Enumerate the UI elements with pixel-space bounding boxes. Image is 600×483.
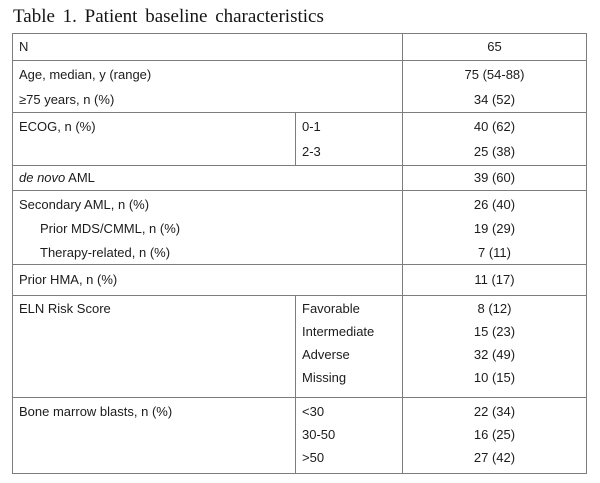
value: 26 (40) — [473, 197, 516, 212]
value-cell: 75 (54-88) 34 (52) — [403, 61, 586, 112]
value-cell: 8 (12) 15 (23) 32 (49) 10 (15) — [403, 296, 586, 397]
table-row: Bone marrow blasts, n (%) <30 30-50 >50 … — [13, 398, 586, 473]
value: 34 (52) — [473, 92, 516, 107]
value-cell: 22 (34) 16 (25) 27 (42) — [403, 398, 586, 473]
row-label-cell: Bone marrow blasts, n (%) — [13, 398, 296, 473]
row-label: Bone marrow blasts, n (%) — [19, 404, 173, 419]
row-label: Prior HMA, n (%) — [19, 272, 118, 287]
characteristics-table: N 65 Age, median, y (range) ≥75 years, n… — [12, 33, 587, 474]
table-row: Age, median, y (range) ≥75 years, n (%) … — [13, 61, 586, 113]
value: 39 (60) — [473, 170, 516, 185]
value-cell: 40 (62) 25 (38) — [403, 113, 586, 165]
row-label: ELN Risk Score — [19, 301, 111, 316]
value: 16 (25) — [473, 427, 516, 442]
category: Intermediate — [302, 324, 375, 339]
row-label-cell: Age, median, y (range) ≥75 years, n (%) — [13, 61, 403, 112]
page-title: Table 1. Patient baseline characteristic… — [13, 6, 324, 27]
table-row: N 65 — [13, 34, 586, 61]
category-cell: 0-1 2-3 — [296, 113, 403, 165]
row-label-normal-part: AML — [65, 170, 95, 185]
category: >50 — [302, 450, 325, 465]
table-row: ECOG, n (%) 0-1 2-3 40 (62) 25 (38) — [13, 113, 586, 166]
row-label-cell: de novo AML — [13, 166, 403, 190]
row-label-cell: ECOG, n (%) — [13, 113, 296, 165]
value: 15 (23) — [473, 324, 516, 339]
value: 7 (11) — [478, 245, 511, 260]
value-cell: 65 — [403, 34, 586, 60]
row-label-italic-part: de novo — [19, 170, 66, 185]
table-row: ELN Risk Score Favorable Intermediate Ad… — [13, 296, 586, 398]
value: 27 (42) — [473, 450, 516, 465]
row-sublabel: Prior MDS/CMML, n (%) — [40, 221, 181, 236]
value: 75 (54-88) — [464, 67, 525, 82]
value: 65 — [487, 39, 502, 54]
row-label-cell: N — [13, 34, 403, 60]
value: 40 (62) — [473, 119, 516, 134]
value: 8 (12) — [477, 301, 512, 316]
category: Missing — [302, 370, 347, 385]
row-label: N — [19, 39, 29, 54]
row-sublabel: Therapy-related, n (%) — [40, 245, 171, 260]
value-cell: 26 (40) 19 (29) 7 (11) — [403, 191, 586, 264]
category: Adverse — [302, 347, 350, 362]
category: 0-1 — [302, 119, 321, 134]
value: 11 (17) — [474, 272, 515, 287]
row-label-cell: ELN Risk Score — [13, 296, 296, 397]
category: 30-50 — [302, 427, 336, 442]
value: 10 (15) — [473, 370, 516, 385]
value-cell: 39 (60) — [403, 166, 586, 190]
table-row: de novo AML 39 (60) — [13, 166, 586, 191]
category: Favorable — [302, 301, 360, 316]
value-cell: 11 (17) — [403, 265, 586, 295]
value: 32 (49) — [473, 347, 516, 362]
value: 22 (34) — [473, 404, 516, 419]
row-label: Secondary AML, n (%) — [19, 197, 150, 212]
table-row: Prior HMA, n (%) 11 (17) — [13, 265, 586, 296]
category-cell: <30 30-50 >50 — [296, 398, 403, 473]
row-label-cell: Secondary AML, n (%) Prior MDS/CMML, n (… — [13, 191, 403, 264]
category: 2-3 — [302, 144, 321, 159]
row-label-cell: Prior HMA, n (%) — [13, 265, 403, 295]
row-label: Age, median, y (range) — [19, 67, 152, 82]
row-label: ≥75 years, n (%) — [19, 92, 115, 107]
value: 19 (29) — [473, 221, 516, 236]
table-row: Secondary AML, n (%) Prior MDS/CMML, n (… — [13, 191, 586, 265]
value: 25 (38) — [473, 144, 516, 159]
row-label: de novo AML — [19, 166, 396, 190]
category: <30 — [302, 404, 325, 419]
category-cell: Favorable Intermediate Adverse Missing — [296, 296, 403, 397]
row-label: ECOG, n (%) — [19, 119, 96, 134]
